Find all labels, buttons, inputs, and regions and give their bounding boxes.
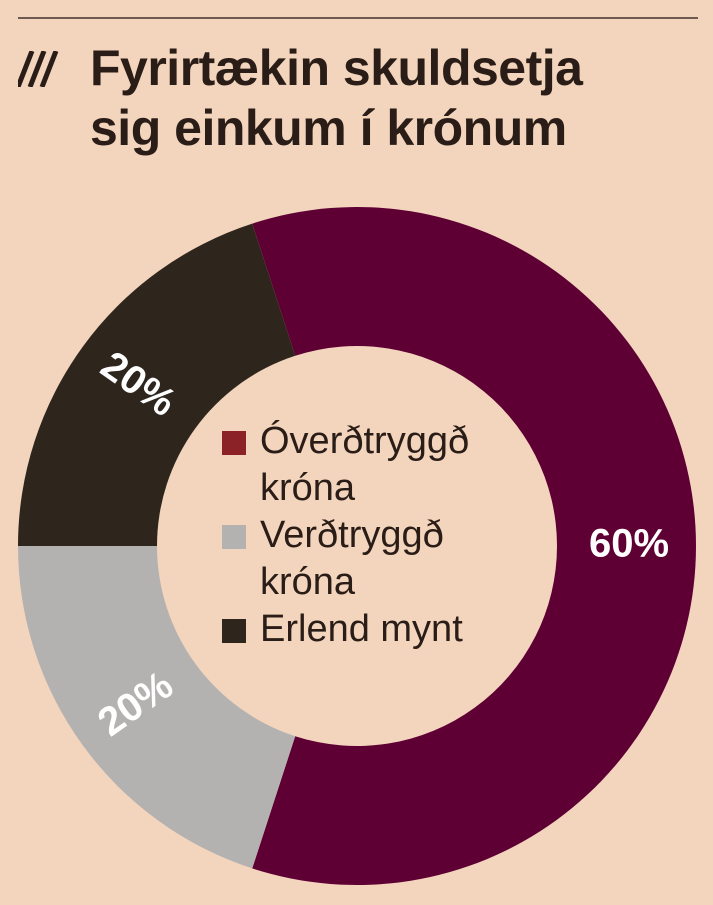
legend-label-overdtryggd-line-1: Óverðtryggð [260, 420, 470, 462]
hatch-stripes-icon [18, 51, 59, 87]
legend-label-erlend-mynt: Erlend mynt [260, 608, 463, 650]
legend-label-overdtryggd-line-2: króna [260, 467, 356, 509]
donut-slice-verdtryggd [18, 546, 296, 869]
legend-label-verdtryggd-line-2: króna [260, 561, 356, 603]
chart-title: Fyrirtækin skuldsetja sig einkum í krónu… [18, 38, 698, 158]
donut-slice-overdtryggd [252, 207, 696, 885]
chart-title-line-2: sig einkum í krónum [90, 100, 567, 156]
legend-swatch-verdtryggd [222, 525, 246, 549]
legend-item-verdtryggd: Verðtryggð króna [220, 512, 520, 606]
chart-title-line-1: Fyrirtækin skuldsetja [90, 40, 583, 96]
legend-item-overdtryggd: Óverðtryggð króna [220, 418, 520, 512]
legend-item-erlend-mynt: Erlend mynt [220, 606, 520, 653]
legend-swatch-erlend-mynt [222, 619, 246, 643]
chart-legend: Óverðtryggð króna Verðtryggð króna Erlen… [220, 418, 520, 653]
legend-swatch-overdtryggd [222, 431, 246, 455]
legend-label-verdtryggd-line-1: Verðtryggð [260, 514, 444, 556]
donut-slice-erlend-mynt [18, 223, 296, 546]
slice-label-overdtryggd: 60% [589, 522, 669, 566]
top-rule [18, 17, 698, 19]
